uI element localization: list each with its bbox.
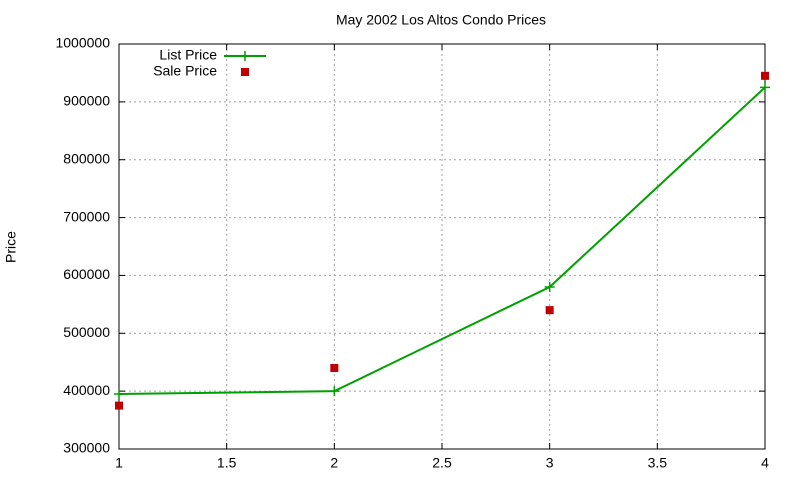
data-point [115,401,123,410]
series-line [118,86,766,396]
x-tick-label: 3 [546,455,554,471]
y-axis-label: Price [3,231,19,263]
data-point [760,82,770,93]
plot-frame [118,43,766,450]
chart-title: May 2002 Los Altos Condo Prices [336,12,546,28]
x-tick-label: 1.5 [217,455,237,471]
legend-label: List Price [159,47,217,63]
data-point [329,386,340,397]
x-tick-label: 2 [330,455,338,471]
y-tick-label: 800000 [63,150,110,166]
data-point [545,306,554,315]
data-point [330,364,339,372]
x-tick-label: 1 [115,455,123,471]
data-point [761,71,769,80]
y-tick-label: 600000 [63,266,110,282]
x-tick-label: 3.5 [648,455,668,471]
x-tick-label: 4 [761,455,769,471]
y-tick-label: 500000 [63,324,110,340]
y-tick-label: 300000 [63,440,110,456]
legend-marker [240,51,250,61]
legend-marker [241,68,249,76]
y-tick-label: 700000 [63,208,110,224]
y-tick-label: 400000 [63,382,110,398]
data-point [114,389,124,400]
data-point [544,282,555,292]
y-tick-label: 900000 [63,93,110,109]
legend-label: Sale Price [153,63,217,79]
x-tick-label: 2.5 [432,455,452,471]
y-tick-label: 1000000 [55,35,110,51]
